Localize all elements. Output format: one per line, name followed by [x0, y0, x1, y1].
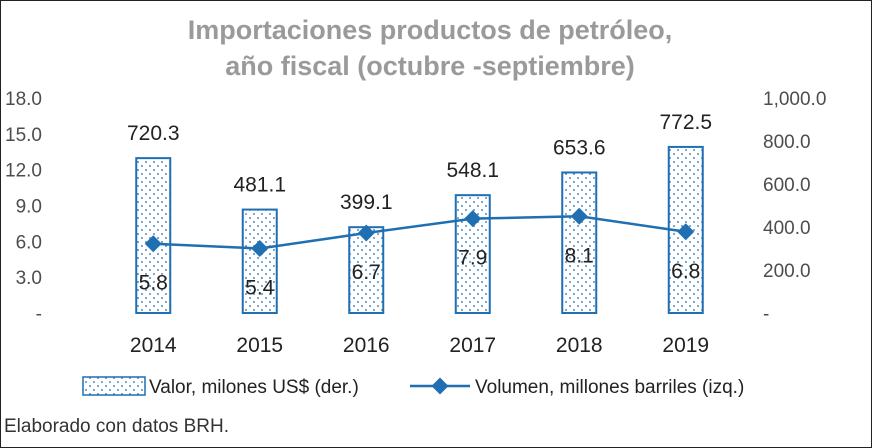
left-tick-label: 3.0	[16, 268, 42, 289]
bar-value-label: 720.3	[127, 122, 180, 145]
x-tick-label: 2016	[343, 334, 390, 357]
left-axis-ticks: - 3.0 6.0 9.0 12.0 15.0 18.0	[5, 89, 42, 325]
right-tick-label: -	[763, 304, 769, 325]
x-tick-label: 2014	[130, 334, 177, 357]
series-line	[153, 214, 686, 250]
line-point	[464, 210, 482, 228]
line-series	[144, 207, 695, 257]
left-tick-label: 18.0	[5, 89, 42, 110]
legend-label-line: Volumen, millones barriles (izq.)	[475, 377, 744, 398]
right-tick-label: 400.0	[763, 218, 811, 239]
chart-title-line1: Importaciones productos de petróleo,	[188, 15, 673, 45]
line-value-label: 5.8	[139, 272, 168, 295]
left-tick-label: 6.0	[16, 232, 42, 253]
line-value-label: 5.4	[245, 277, 275, 300]
bar-value-label: 548.1	[446, 159, 499, 182]
chart-title-line2: año fiscal (octubre -septiembre)	[225, 51, 635, 81]
right-tick-label: 800.0	[763, 132, 811, 153]
left-tick-label: 12.0	[5, 161, 42, 182]
line-value-label: 7.9	[458, 247, 487, 270]
source-note: Elaborado con datos BRH.	[4, 416, 229, 437]
line-point	[570, 207, 588, 225]
x-axis-ticks: 2014 2015 2016 2017 2018 2019	[130, 334, 709, 357]
right-axis-ticks: - 200.0 400.0 600.0 800.0 1,000.0	[763, 89, 826, 325]
legend-marker	[431, 377, 449, 395]
line-point	[144, 235, 162, 253]
bar-value-label: 772.5	[659, 111, 712, 134]
legend: Valor, milones US$ (der.) Volumen, millo…	[82, 376, 744, 398]
bar-value-label: 481.1	[233, 174, 286, 197]
x-tick-label: 2017	[449, 334, 496, 357]
bar-value-label: 399.1	[340, 191, 393, 214]
left-tick-label: 15.0	[5, 125, 42, 146]
legend-label-bars: Valor, milones US$ (der.)	[149, 377, 359, 398]
data-labels: 720.3 481.1 399.1 548.1 653.6 772.5 5.8 5.4 6.7 7…	[127, 111, 712, 300]
left-tick-label: -	[36, 304, 42, 325]
x-tick-label: 2018	[556, 334, 603, 357]
right-tick-label: 600.0	[763, 175, 811, 196]
line-value-label: 8.1	[565, 244, 594, 267]
line-value-label: 6.8	[671, 260, 700, 283]
x-tick-label: 2015	[236, 334, 283, 357]
line-point	[677, 223, 695, 241]
bar	[348, 226, 385, 314]
bar-value-label: 653.6	[553, 136, 606, 159]
line-point	[357, 224, 375, 242]
bar	[454, 194, 491, 314]
left-tick-label: 9.0	[16, 197, 42, 218]
right-tick-label: 1,000.0	[763, 89, 826, 110]
bar	[241, 208, 278, 315]
bar-series	[135, 145, 704, 315]
line-point	[251, 240, 269, 257]
x-tick-label: 2019	[662, 334, 709, 357]
legend-swatch-bars	[82, 376, 146, 396]
right-tick-label: 200.0	[763, 261, 811, 282]
bar	[561, 171, 598, 314]
line-value-label: 6.7	[352, 261, 381, 284]
